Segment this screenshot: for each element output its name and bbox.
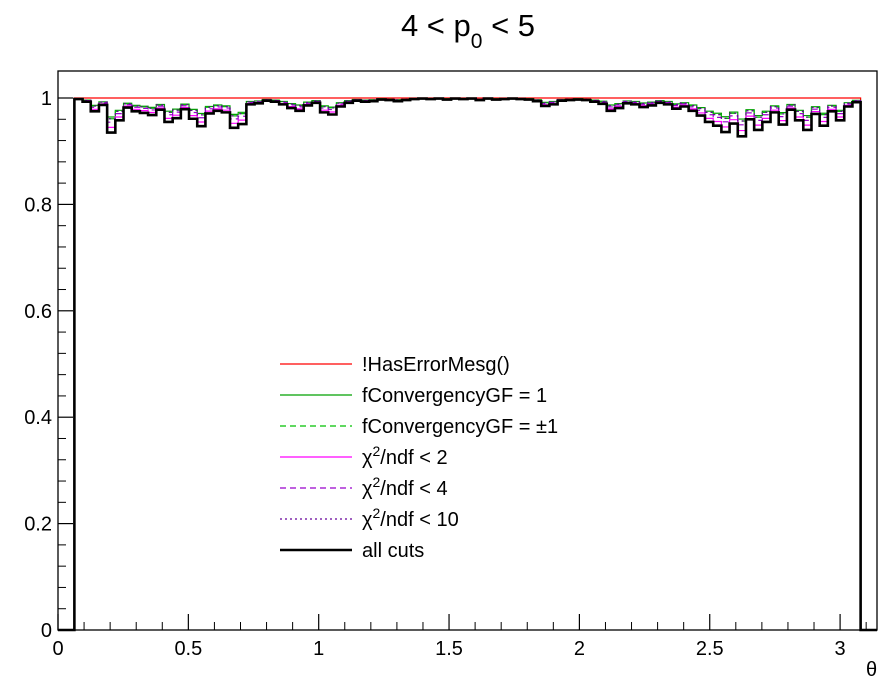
y-tick-label: 0 <box>41 620 52 642</box>
axis-layer: 0 0.2 0.4 0.6 0.8 1 0 0.5 1 1.5 2 2.5 3 <box>24 88 867 660</box>
legend-tail: /ndf < 2 <box>380 447 447 469</box>
series-layer <box>58 97 877 632</box>
legend-tail: /ndf < 10 <box>380 509 458 531</box>
series-line-4 <box>58 97 877 631</box>
legend-symbol: χ <box>362 478 373 500</box>
legend-symbol: χ <box>362 509 373 531</box>
y-tick-label: 1 <box>41 88 52 110</box>
legend-label: χ2/ndf < 10 <box>362 505 459 531</box>
x-tick-label: 3 <box>835 638 846 660</box>
y-tick-label: 0.6 <box>24 301 52 323</box>
legend-symbol: χ <box>362 447 373 469</box>
title-tail: < 5 <box>482 8 535 43</box>
legend-label: fConvergencyGF = 1 <box>362 385 547 407</box>
legend-label: all cuts <box>362 540 424 562</box>
y-tick-label: 0.4 <box>24 407 52 429</box>
plot-frame <box>57 70 878 631</box>
legend-superscript: 2 <box>373 474 381 490</box>
legend: !HasErrorMesg() fConvergencyGF = 1 fConver… <box>280 354 558 562</box>
legend-superscript: 2 <box>373 505 381 521</box>
x-tick-label: 2.5 <box>696 638 724 660</box>
legend-label: χ2/ndf < 4 <box>362 474 448 500</box>
y-tick-label: 0.8 <box>24 194 52 216</box>
title-main: 4 < p <box>401 8 471 43</box>
x-tick-label: 2 <box>574 638 585 660</box>
legend-label: fConvergencyGF = ±1 <box>362 416 558 438</box>
x-axis-label: θ <box>866 659 877 681</box>
legend-label: χ2/ndf < 2 <box>362 443 448 469</box>
title-subscript: 0 <box>471 30 483 53</box>
x-tick-label: 1.5 <box>435 638 463 660</box>
legend-tail: /ndf < 4 <box>380 478 447 500</box>
legend-superscript: 2 <box>373 443 381 459</box>
y-tick-label: 0.2 <box>24 514 52 536</box>
x-tick-label: 0.5 <box>174 638 202 660</box>
x-tick-label: 1 <box>313 638 324 660</box>
chart-title: 4 < p0 < 5 <box>401 8 535 53</box>
legend-label: !HasErrorMesg() <box>362 354 510 376</box>
x-tick-label: 0 <box>52 638 63 660</box>
series-line-6 <box>58 97 877 632</box>
